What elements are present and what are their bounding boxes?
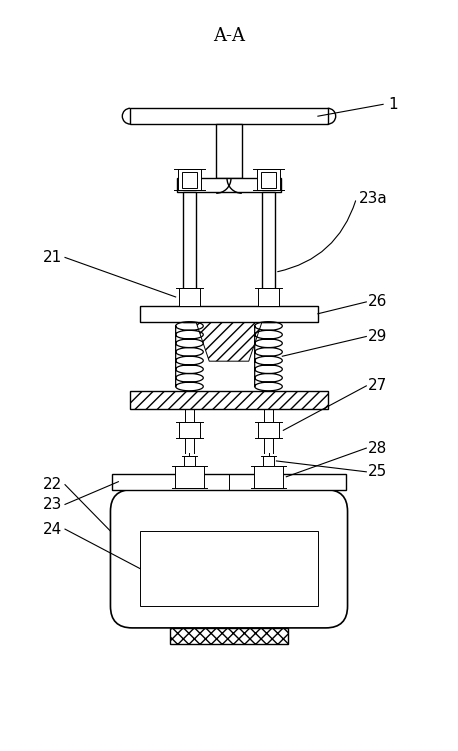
Bar — [262, 192, 275, 321]
Bar — [256, 168, 280, 190]
Bar — [261, 173, 277, 189]
Text: 29: 29 — [368, 329, 387, 344]
Bar — [130, 391, 328, 409]
Bar — [112, 474, 346, 490]
Bar — [179, 422, 200, 439]
Polygon shape — [140, 306, 183, 321]
FancyBboxPatch shape — [110, 490, 348, 628]
Text: 24: 24 — [43, 522, 62, 537]
Text: 26: 26 — [368, 294, 387, 309]
Bar — [258, 422, 279, 439]
Text: 21: 21 — [43, 250, 62, 265]
Text: 1: 1 — [388, 97, 398, 112]
Text: 22: 22 — [43, 477, 62, 492]
Bar — [262, 456, 274, 466]
Bar — [178, 168, 202, 190]
Bar — [181, 173, 197, 189]
Text: 25: 25 — [368, 464, 387, 479]
Bar — [184, 456, 196, 466]
Bar — [170, 628, 288, 644]
Text: 27: 27 — [368, 379, 387, 394]
Bar — [254, 466, 284, 487]
Bar — [130, 108, 328, 124]
Bar — [179, 288, 200, 306]
Bar — [258, 288, 279, 306]
Bar — [140, 531, 318, 606]
Bar — [140, 306, 318, 321]
Polygon shape — [275, 306, 318, 321]
Text: A-A: A-A — [213, 27, 245, 45]
Bar — [183, 192, 196, 321]
Text: 23: 23 — [43, 497, 62, 512]
Text: 23a: 23a — [359, 191, 387, 206]
Bar — [177, 179, 281, 192]
Bar — [174, 466, 204, 487]
Bar — [216, 124, 242, 179]
Text: 28: 28 — [368, 441, 387, 456]
